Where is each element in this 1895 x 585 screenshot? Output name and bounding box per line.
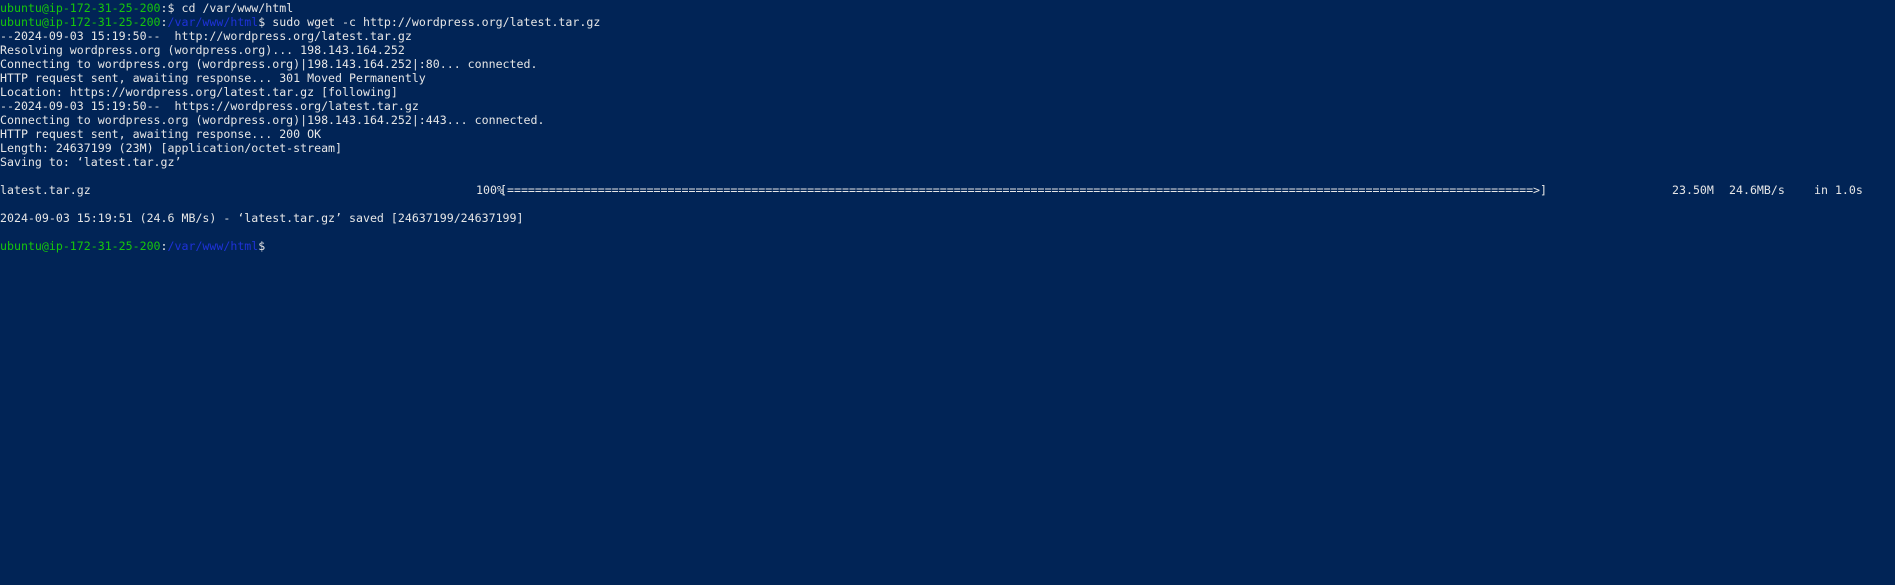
download-progress-line: latest.tar.gz 100% [====================…: [0, 183, 1895, 197]
prompt-user: ubuntu@ip-172-31-25-200: [0, 15, 161, 29]
blank-line: [0, 197, 1895, 211]
prompt-separator: :: [160, 1, 168, 15]
progress-time: in 1.0s: [1814, 183, 1863, 197]
output-line: --2024-09-03 15:19:50-- https://wordpres…: [0, 99, 419, 113]
prompt-path: /var/www/html: [167, 15, 259, 29]
prompt-separator: :: [160, 239, 168, 253]
blank-line: [0, 225, 1895, 239]
output-line: Connecting to wordpress.org (wordpress.o…: [0, 113, 545, 127]
prompt-path: /var/www/html: [167, 239, 259, 253]
output-line: Resolving wordpress.org (wordpress.org).…: [0, 43, 405, 57]
prompt-command: sudo wget -c http://wordpress.org/latest…: [272, 15, 601, 29]
active-prompt-line[interactable]: ubuntu@ip-172-31-25-200:/var/www/html$: [0, 239, 1895, 253]
output-line: --2024-09-03 15:19:50-- http://wordpress…: [0, 29, 412, 43]
prompt-line: ubuntu@ip-172-31-25-200:/var/www/html$ s…: [0, 15, 1895, 29]
progress-percent: 100%: [476, 183, 504, 197]
output-line: Connecting to wordpress.org (wordpress.o…: [0, 57, 538, 71]
blank-line: [0, 169, 1895, 183]
progress-speed: 24.6MB/s: [1729, 183, 1785, 197]
prompt-symbol: $: [167, 1, 182, 15]
prompt-user: ubuntu@ip-172-31-25-200: [0, 239, 161, 253]
output-line: Saving to: ‘latest.tar.gz’: [0, 155, 182, 169]
prompt-symbol: $: [258, 15, 273, 29]
prompt-line: ubuntu@ip-172-31-25-200:$ cd /var/www/ht…: [0, 1, 1895, 15]
output-line: HTTP request sent, awaiting response... …: [0, 71, 426, 85]
prompt-user: ubuntu@ip-172-31-25-200: [0, 1, 161, 15]
prompt-command: cd /var/www/html: [181, 1, 294, 15]
progress-size: 23.50M: [1672, 183, 1714, 197]
output-line: HTTP request sent, awaiting response... …: [0, 127, 322, 141]
saved-line: 2024-09-03 15:19:51 (24.6 MB/s) - ‘lates…: [0, 211, 524, 225]
prompt-symbol: $: [258, 239, 266, 253]
progress-filename: latest.tar.gz: [0, 183, 91, 197]
progress-bar: [=======================================…: [500, 183, 1548, 197]
output-line: Location: https://wordpress.org/latest.t…: [0, 85, 398, 99]
output-line: Length: 24637199 (23M) [application/octe…: [0, 141, 343, 155]
prompt-separator: :: [160, 15, 168, 29]
